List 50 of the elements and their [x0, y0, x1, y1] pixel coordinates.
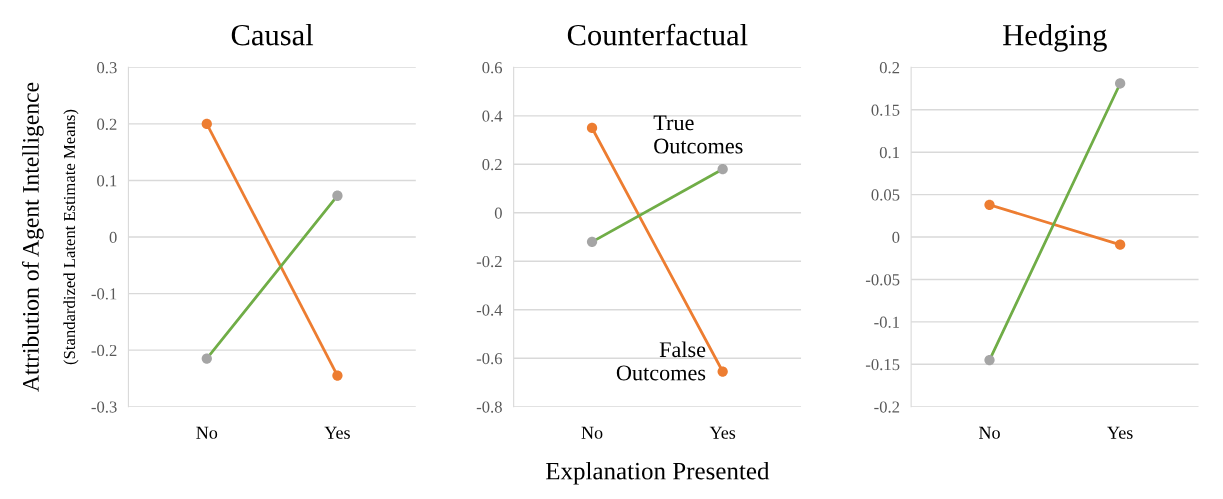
annotation: False Outcomes	[616, 341, 706, 381]
point	[586, 236, 598, 248]
x-tick-label: Yes	[709, 426, 736, 439]
y-tick-label: 0	[892, 231, 900, 243]
point	[1115, 239, 1126, 250]
x-tick-label: Yes	[1107, 426, 1133, 439]
y-tick-label: -0.05	[865, 274, 900, 286]
y-tick-label: 0.05	[871, 189, 900, 201]
y-tick-label: -0.1	[874, 316, 900, 328]
y-tick-label: 0.3	[97, 62, 117, 74]
point	[586, 122, 598, 134]
y-tick-label: -0.8	[476, 401, 502, 413]
point	[201, 118, 212, 130]
y-tick-label: 0.6	[482, 62, 503, 74]
y-tick-label: -0.6	[476, 352, 503, 365]
y-tick-label: 0	[109, 231, 117, 243]
x-tick-label: No	[581, 426, 603, 439]
y-tick-label: 0.4	[482, 110, 503, 122]
y-tick-label: -0.2	[874, 401, 900, 413]
point	[984, 354, 995, 366]
y-tick-label: -0.2	[91, 344, 117, 357]
y-tick-label: 0.15	[871, 104, 900, 116]
y-tick-label: -0.1	[91, 288, 117, 300]
point	[201, 353, 212, 364]
point	[332, 370, 343, 381]
y-tick-label: 0	[494, 207, 502, 219]
y-tick-label: -0.2	[476, 255, 502, 268]
point	[717, 366, 728, 377]
text: (Standardized Latent Estimate Means)	[63, 109, 79, 365]
annotation: True Outcomes	[653, 115, 743, 154]
y-axis-title: Attribution of Agent Intelligence	[21, 82, 44, 392]
y-tick-label: -0.15	[865, 358, 900, 371]
chart-title: Causal	[231, 23, 314, 46]
y-tick-label: -0.3	[91, 401, 117, 413]
chart-title: Hedging	[1003, 23, 1107, 52]
x-tick-label: No	[979, 426, 1000, 439]
y-tick-label: 0.1	[97, 175, 117, 187]
point	[984, 199, 995, 210]
x-axis-title: Explanation Presented	[545, 461, 770, 485]
y-tick-label: 0.1	[879, 146, 900, 159]
y-tick-label: 0.2	[97, 118, 117, 130]
point	[332, 190, 343, 201]
y-tick-label: -0.4	[476, 304, 503, 316]
x-tick-label: Yes	[324, 426, 350, 439]
point	[1115, 78, 1126, 89]
x-tick-label: No	[196, 426, 218, 439]
chart-title: Counterfactual	[567, 23, 748, 46]
y-tick-label: 0.2	[879, 62, 900, 74]
y-tick-label: 0.2	[482, 159, 502, 171]
point	[717, 164, 728, 175]
